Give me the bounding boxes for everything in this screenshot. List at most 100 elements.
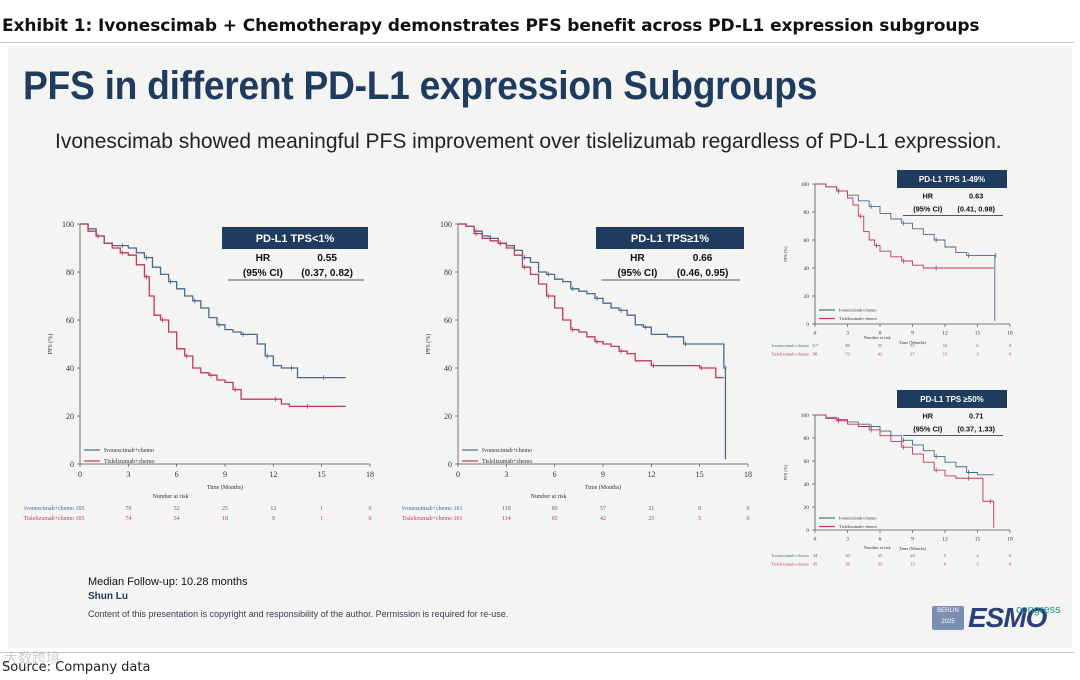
risk-count: 105: [76, 506, 85, 512]
x-axis-title: Time (Months): [899, 546, 927, 551]
y-tick-label: 60: [804, 238, 810, 244]
risk-count: 52: [174, 506, 180, 512]
risk-count: 1: [320, 516, 323, 522]
top-divider: [0, 42, 1074, 43]
x-tick-label: 18: [1007, 331, 1013, 337]
ci-label: (95% CI): [913, 424, 943, 433]
y-axis-title: PFS (%): [425, 334, 432, 355]
y-tick-label: 60: [804, 459, 810, 465]
risk-table-title: Number at risk: [864, 335, 892, 340]
y-tick-label: 40: [444, 364, 452, 373]
subgroup-label: PD-L1 TPS≥1%: [631, 233, 709, 245]
x-tick-label: 18: [744, 470, 752, 479]
y-tick-label: 60: [66, 316, 74, 325]
x-tick-label: 15: [975, 537, 981, 543]
risk-count: 0: [1009, 343, 1012, 348]
x-tick-label: 0: [814, 537, 817, 543]
risk-count: 0: [369, 516, 372, 522]
y-tick-label: 100: [801, 182, 810, 188]
x-tick-label: 6: [879, 537, 882, 543]
source-note: Source: Company data: [2, 660, 151, 675]
risk-count: 57: [600, 506, 606, 512]
x-tick-label: 12: [942, 331, 948, 337]
subgroup-label: PD-L1 TPS<1%: [256, 233, 335, 245]
y-tick-label: 100: [440, 220, 452, 229]
risk-count: 88: [845, 343, 850, 348]
hr-value: 0.55: [317, 253, 337, 264]
x-tick-label: 0: [456, 470, 460, 479]
x-tick-label: 9: [911, 537, 914, 543]
risk-count: 27: [910, 352, 915, 357]
hr-label: HR: [922, 191, 933, 200]
y-tick-label: 80: [804, 210, 810, 216]
hr-box-header: [596, 227, 744, 249]
risk-count: 98: [813, 352, 818, 357]
hr-box-header: [897, 170, 1007, 188]
risk-count: 25: [648, 516, 654, 522]
x-tick-label: 15: [975, 331, 981, 337]
slide-subtitle: Ivonescimab showed meaningful PFS improv…: [55, 130, 1002, 153]
y-tick-label: 80: [66, 268, 74, 277]
x-tick-label: 9: [223, 470, 227, 479]
y-axis-title: PFS (%): [47, 334, 54, 355]
risk-count: 8: [944, 562, 947, 567]
risk-count: 38: [845, 562, 850, 567]
risk-count: 161: [454, 516, 463, 522]
risk-count: 5: [944, 553, 947, 558]
hr-value: 0.71: [969, 411, 983, 420]
y-axis-title: PFS (%): [783, 246, 788, 262]
risk-count: 0: [1009, 553, 1012, 558]
y-tick-label: 60: [444, 316, 452, 325]
ci-label: (95% CI): [913, 204, 943, 213]
risk-row-label: Tislelizumab+chemo: [24, 516, 75, 522]
y-tick-label: 20: [804, 505, 810, 511]
congress-city-badge: BERLIN 2025: [932, 606, 964, 630]
ci-value: (0.37, 1.33): [957, 424, 995, 433]
hr-value: 0.63: [969, 191, 983, 200]
risk-count: 2: [976, 553, 978, 558]
risk-count: 45: [813, 562, 818, 567]
x-tick-label: 15: [318, 470, 326, 479]
y-tick-label: 100: [801, 413, 810, 419]
risk-count: 55: [878, 343, 883, 348]
y-tick-label: 40: [804, 266, 810, 272]
ci-value: (0.41, 0.98): [957, 204, 995, 213]
x-tick-label: 18: [366, 470, 374, 479]
x-axis-title: Time (Months): [899, 340, 927, 345]
x-tick-label: 3: [846, 331, 849, 337]
risk-count: 42: [600, 516, 606, 522]
risk-row-label: Tislelizumab+chemo: [402, 516, 453, 522]
risk-count: 2: [976, 562, 978, 567]
y-tick-label: 20: [444, 412, 452, 421]
y-axis-title: PFS (%): [783, 464, 788, 480]
legend-label: Ivonescimab+chemo: [839, 516, 877, 521]
risk-count: 20: [910, 553, 915, 558]
risk-table-title: Number at risk: [153, 494, 189, 500]
hr-label: HR: [630, 253, 645, 264]
risk-count: 25: [878, 553, 883, 558]
risk-count: 37: [910, 343, 915, 348]
x-tick-label: 12: [269, 470, 277, 479]
risk-count: 117: [812, 343, 819, 348]
legend-label: Ivonescimab+chemo: [839, 308, 877, 313]
km-curve-tislelizumab: [815, 414, 995, 528]
legend-label: Tislelizumab+chemo: [839, 316, 878, 321]
risk-count: 9: [272, 516, 275, 522]
risk-row-label: Tislelizumab+chemo: [771, 562, 810, 567]
congress-tag: congress: [1016, 604, 1061, 616]
ci-label: (95% CI): [243, 268, 283, 279]
subgroup-label: PD-L1 TPS ≥50%: [920, 395, 984, 404]
risk-count: 0: [747, 506, 750, 512]
x-tick-label: 9: [601, 470, 605, 479]
risk-table-title: Number at risk: [531, 494, 567, 500]
hr-label: HR: [256, 253, 271, 264]
risk-count: 0: [1009, 352, 1012, 357]
congress-city: BERLIN: [937, 608, 959, 614]
risk-count: 80: [552, 506, 558, 512]
risk-count: 13: [943, 352, 948, 357]
legend-label: Tislelizumab+chemo: [482, 459, 533, 465]
y-tick-label: 80: [804, 436, 810, 442]
hr-box-header: [897, 390, 1007, 408]
x-axis-title: Time (Months): [207, 484, 243, 491]
y-tick-label: 0: [806, 528, 809, 534]
